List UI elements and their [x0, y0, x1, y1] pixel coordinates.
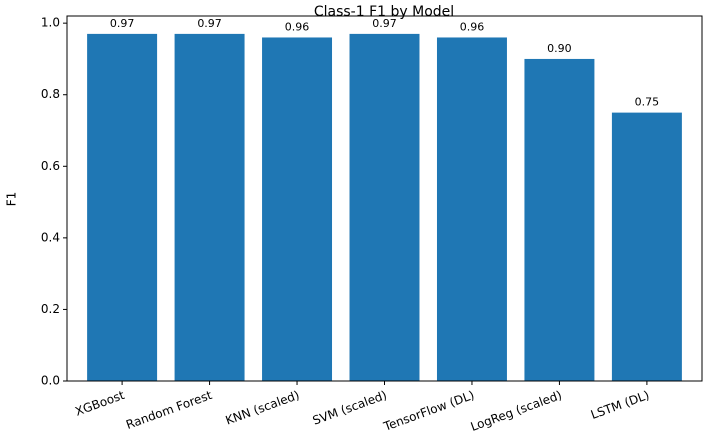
x-tick-label: LogReg (scaled) — [469, 388, 564, 434]
value-label: 0.97 — [197, 17, 222, 30]
value-label: 0.96 — [285, 20, 310, 33]
y-tick-label: 0.2 — [41, 302, 60, 316]
bar — [349, 33, 420, 382]
y-axis-label: F1 — [5, 192, 19, 207]
x-tick-label: SVM (scaled) — [311, 388, 389, 428]
x-tick-label: Random Forest — [124, 388, 214, 432]
value-label: 0.97 — [372, 17, 397, 30]
y-tick-label: 0.0 — [41, 374, 60, 388]
bar — [611, 112, 682, 381]
bar — [436, 37, 507, 382]
y-tick-label: 0.4 — [41, 230, 60, 244]
bar — [262, 37, 333, 382]
value-label: 0.75 — [635, 96, 660, 109]
x-tick-label: KNN (scaled) — [224, 388, 302, 428]
y-tick-label: 0.6 — [41, 159, 60, 173]
y-tick-label: 0.8 — [41, 87, 60, 101]
value-label: 0.90 — [547, 42, 572, 55]
x-tick-label: LSTM (DL) — [589, 388, 651, 422]
x-tick-label: XGBoost — [73, 388, 126, 419]
value-label: 0.97 — [110, 17, 135, 30]
bar — [87, 33, 158, 382]
plot-frame — [66, 15, 703, 382]
bar — [174, 33, 245, 382]
x-tick-label: TensorFlow (DL) — [381, 388, 476, 434]
value-label: 0.96 — [460, 20, 485, 33]
bar — [524, 58, 595, 382]
y-tick-label: 1.0 — [41, 16, 60, 30]
